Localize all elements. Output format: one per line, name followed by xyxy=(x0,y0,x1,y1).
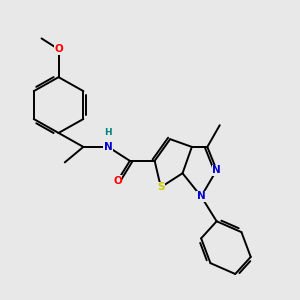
Text: S: S xyxy=(157,182,165,192)
Text: O: O xyxy=(113,176,122,186)
Text: N: N xyxy=(212,165,221,175)
Text: N: N xyxy=(104,142,112,152)
Text: O: O xyxy=(54,44,63,54)
Text: H: H xyxy=(104,128,112,137)
Text: N: N xyxy=(197,191,206,202)
